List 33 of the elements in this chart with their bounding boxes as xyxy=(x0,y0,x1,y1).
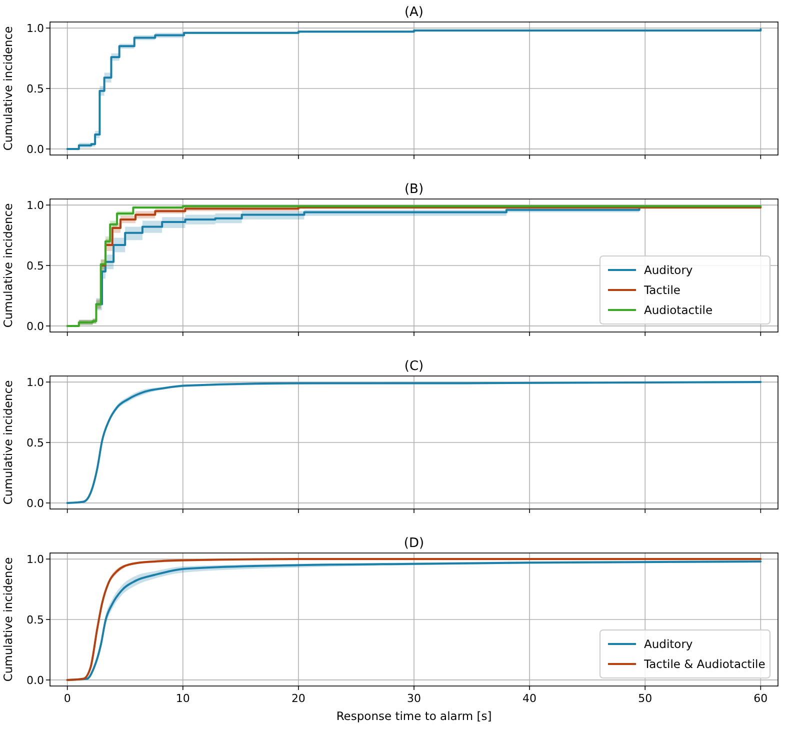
chart-title: (A) xyxy=(404,5,424,20)
x-tick-label: 30 xyxy=(407,692,421,705)
y-tick-label: 0.5 xyxy=(26,613,44,626)
x-axis-title: Response time to alarm [s] xyxy=(336,709,492,723)
y-tick-label: 1.0 xyxy=(26,22,44,35)
chart-title: (B) xyxy=(404,182,424,197)
y-tick-label: 1.0 xyxy=(26,376,44,389)
legend-label: Auditory xyxy=(644,637,693,652)
y-tick-label: 1.0 xyxy=(26,552,44,566)
legend-label: Tactile & Audiotactile xyxy=(643,657,766,672)
y-tick-label: 0.0 xyxy=(26,674,44,687)
y-axis-title: Cumulative incidence xyxy=(1,26,15,151)
x-tick-label: 40 xyxy=(522,692,537,705)
y-axis-title: Cumulative incidence xyxy=(1,380,15,505)
y-tick-label: 0.5 xyxy=(26,436,44,450)
y-tick-label: 0.0 xyxy=(26,142,44,156)
y-axis-title: Cumulative incidence xyxy=(1,203,15,328)
legend-label: Auditory xyxy=(644,263,693,278)
y-tick-label: 0.5 xyxy=(26,259,44,272)
legend-label: Tactile xyxy=(643,283,680,298)
y-axis-title: Cumulative incidence xyxy=(1,557,15,682)
x-tick-label: 20 xyxy=(291,692,306,705)
x-tick-label: 60 xyxy=(754,692,768,705)
y-tick-label: 1.0 xyxy=(26,198,44,212)
x-tick-label: 10 xyxy=(176,692,190,705)
x-tick-label: 0 xyxy=(64,692,71,705)
chart-title: (D) xyxy=(404,536,424,551)
y-tick-label: 0.0 xyxy=(26,496,44,510)
chart-title: (C) xyxy=(404,359,424,374)
legend-label: Audiotactile xyxy=(644,303,713,318)
x-tick-label: 50 xyxy=(638,692,652,705)
y-tick-label: 0.0 xyxy=(26,320,44,333)
y-tick-label: 0.5 xyxy=(26,82,44,96)
